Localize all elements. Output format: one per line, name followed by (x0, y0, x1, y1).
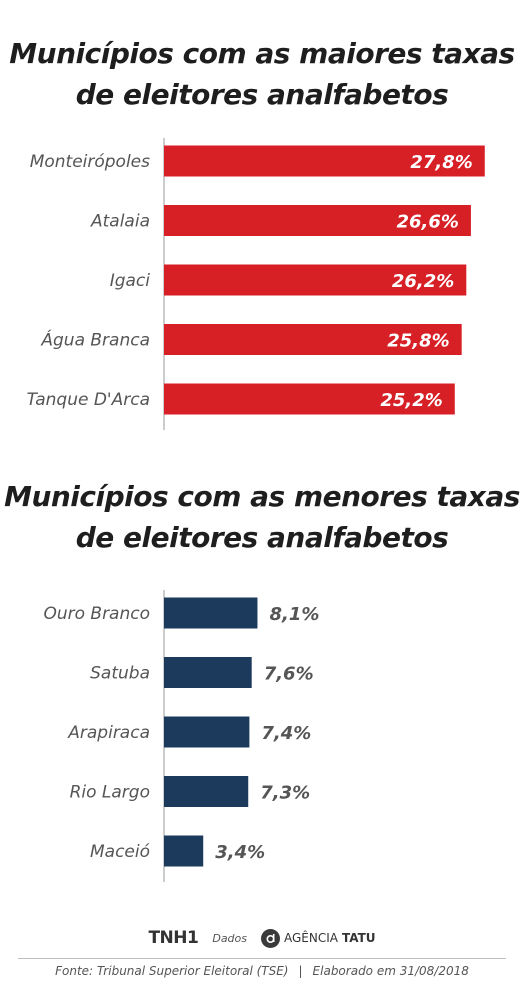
value-label: 7,4% (261, 723, 311, 744)
tnh1-logo: TNH1 (148, 928, 199, 948)
value-label: 25,8% (387, 331, 449, 352)
category-label: Monteirópoles (30, 152, 150, 172)
value-label: 3,4% (215, 842, 265, 863)
bar (164, 383, 455, 415)
category-label: Igaci (110, 271, 151, 291)
category-label: Atalaia (90, 212, 150, 232)
elaborated-text: Elaborado em 31/08/2018 (312, 964, 469, 978)
value-label: 26,2% (392, 271, 454, 292)
category-label: Água Branca (40, 329, 150, 351)
footer-source: Fonte: Tribunal Superior Eleitoral (TSE)… (0, 964, 524, 978)
category-label: Satuba (90, 664, 150, 684)
bar (164, 657, 252, 688)
bar (164, 776, 249, 807)
bar (164, 264, 467, 296)
category-label: Ouro Branco (43, 604, 150, 624)
footer-separator: | (298, 964, 303, 978)
bar (164, 716, 250, 748)
tatu-icon (261, 928, 280, 948)
agencia-tatu-logo: AGÊNCIA TATU (261, 928, 376, 948)
bar (164, 835, 204, 867)
footer-logos: TNH1 Dados AGÊNCIA TATU (0, 924, 524, 952)
bar (164, 205, 471, 236)
value-label: 8,1% (269, 604, 319, 625)
category-label: Maceió (90, 842, 150, 862)
bar-chart-maiores: Monteirópoles 27,8% Atalaia 26,6% Igaci 26,2%… (27, 138, 485, 430)
value-label: 7,3% (260, 783, 310, 804)
agencia-label: AGÊNCIA (284, 931, 338, 945)
value-label: 26,6% (396, 212, 458, 233)
chart-title-maiores: Municípios com as maiores taxas de eleit… (9, 37, 515, 111)
tatu-label: TATU (341, 931, 376, 945)
value-label: 27,8% (410, 152, 472, 173)
bar-chart-menores: Ouro Branco 8,1% Satuba 7,6% Arapiraca 7,4% Ri… (43, 590, 319, 882)
chart-title-menores: Municípios com as menores taxas de eleit… (4, 480, 520, 554)
dados-label: Dados (212, 931, 247, 945)
bar (164, 145, 485, 177)
value-label: 25,2% (380, 390, 442, 411)
source-text: Fonte: Tribunal Superior Eleitoral (TSE) (55, 964, 289, 978)
bar (164, 324, 462, 355)
bar (164, 597, 258, 629)
category-label: Tanque D'Arca (27, 390, 150, 410)
category-label: Arapiraca (67, 723, 150, 743)
value-label: 7,6% (264, 664, 314, 685)
category-label: Rio Largo (70, 783, 150, 803)
footer-divider (18, 958, 506, 959)
